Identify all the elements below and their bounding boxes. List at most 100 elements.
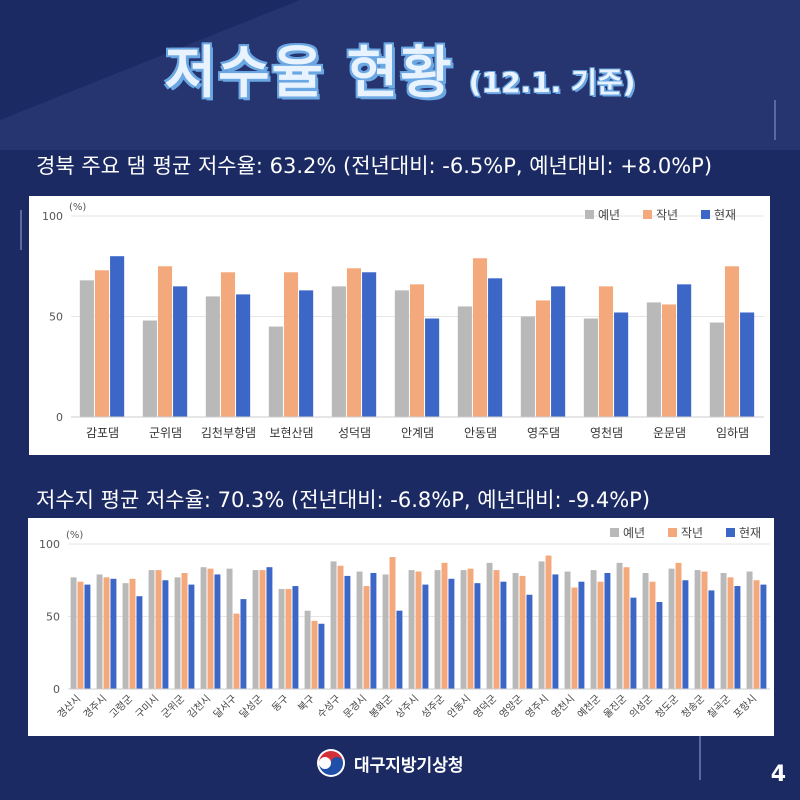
x-tick-label: 예천군 <box>575 693 603 721</box>
organization-name: 대구지방기상청 <box>354 755 464 776</box>
bar <box>252 570 259 689</box>
reservoir-heading: 저수지 평균 저수율: 70.3% (전년대비: -6.8%P, 예년대비: -… <box>36 488 651 512</box>
bar <box>344 575 351 689</box>
x-tick-label: 김천부항댐 <box>201 425 256 440</box>
bar <box>188 584 195 689</box>
bar <box>214 574 221 689</box>
x-tick-label: 수성구 <box>315 693 343 721</box>
x-tick-label: 문경시 <box>340 692 369 721</box>
bar <box>409 284 425 417</box>
dam-heading: 경북 주요 댐 평균 저수율: 63.2% (전년대비: -6.5%P, 예년대… <box>36 154 713 178</box>
bar <box>162 580 169 689</box>
bar <box>604 573 611 689</box>
x-tick-label: 의성군 <box>627 693 655 721</box>
bar <box>630 597 637 689</box>
x-tick-label: 보현산댐 <box>269 426 313 440</box>
bar <box>422 584 429 689</box>
bar <box>488 278 503 417</box>
bar <box>519 575 526 689</box>
bar <box>356 571 363 689</box>
x-tick-label: 김천시 <box>185 693 213 721</box>
bar <box>598 286 614 417</box>
bar <box>590 570 597 689</box>
x-tick-label: 성덕댐 <box>338 426 371 440</box>
x-tick-label: 성주군 <box>419 693 447 721</box>
bar <box>233 613 240 689</box>
bar <box>578 581 585 689</box>
bar <box>467 568 474 689</box>
bar <box>285 588 292 689</box>
bar <box>500 581 507 689</box>
bar <box>493 570 500 689</box>
x-tick-label: 포항시 <box>731 693 759 721</box>
x-tick-label: 상주시 <box>393 693 421 721</box>
bar <box>94 270 110 417</box>
x-tick-label: 영양군 <box>497 693 525 721</box>
bar <box>474 583 481 689</box>
y-tick-label: 100 <box>42 210 63 223</box>
bar <box>746 571 753 689</box>
bar <box>110 256 125 417</box>
bar <box>682 580 689 689</box>
bar <box>96 574 103 689</box>
bar <box>200 567 207 689</box>
bar <box>415 571 422 689</box>
x-tick-label: 칠곡군 <box>705 693 733 721</box>
bar <box>675 562 682 689</box>
x-tick-label: 고령군 <box>107 693 135 721</box>
legend-label: 작년 <box>656 208 678 222</box>
bar <box>656 602 663 689</box>
x-tick-label: 안계댐 <box>401 426 434 440</box>
x-tick-label: 영천시 <box>549 693 577 721</box>
bar <box>545 555 552 689</box>
bar <box>389 557 396 689</box>
bar <box>486 562 493 689</box>
bar <box>370 573 377 689</box>
x-tick-label: 군위댐 <box>149 426 182 440</box>
bar <box>268 326 283 417</box>
x-tick-label: 봉화군 <box>367 693 395 721</box>
bar <box>661 304 677 417</box>
x-tick-label: 경산시 <box>54 692 83 721</box>
bar <box>382 574 389 689</box>
bar <box>614 312 629 417</box>
bar <box>668 568 675 689</box>
bar <box>727 577 734 689</box>
y-unit-label: (%) <box>66 530 83 541</box>
bar <box>616 562 623 689</box>
bar <box>740 312 755 417</box>
bar <box>708 590 715 689</box>
bar <box>181 573 188 689</box>
bar <box>396 610 403 689</box>
x-tick-label: 영천댐 <box>590 425 623 440</box>
bar <box>330 561 337 689</box>
x-tick-label: 청도군 <box>653 693 681 721</box>
bar <box>649 581 656 689</box>
bar <box>724 266 740 417</box>
legend-label: 현재 <box>739 526 761 540</box>
dam-chart-panel: 0 50 100 (%) 예년 작년 현재 감포댐 군위댐 김천부항댐 보현산댐 성덕댐 안계댐 안동댐 영… <box>29 196 770 455</box>
bar <box>331 286 346 417</box>
bar <box>207 568 214 689</box>
x-tick-label: 감포댐 <box>86 426 119 440</box>
bar <box>460 570 467 689</box>
y-tick-label: 0 <box>53 683 60 696</box>
x-tick-label: 영덕군 <box>471 693 499 721</box>
bar <box>583 318 598 417</box>
footer: 대구지방기상청 <box>316 748 463 778</box>
bar <box>571 587 578 689</box>
title-main: 저수율 현황 <box>164 41 454 106</box>
legend-swatch <box>585 210 594 219</box>
bar <box>122 583 129 689</box>
bar <box>709 322 724 417</box>
bar <box>240 599 247 689</box>
bar <box>760 584 767 689</box>
bar <box>136 596 143 689</box>
bar <box>512 573 519 689</box>
x-tick-label: 울진군 <box>601 693 629 721</box>
bar <box>70 577 77 689</box>
bar <box>701 571 708 689</box>
